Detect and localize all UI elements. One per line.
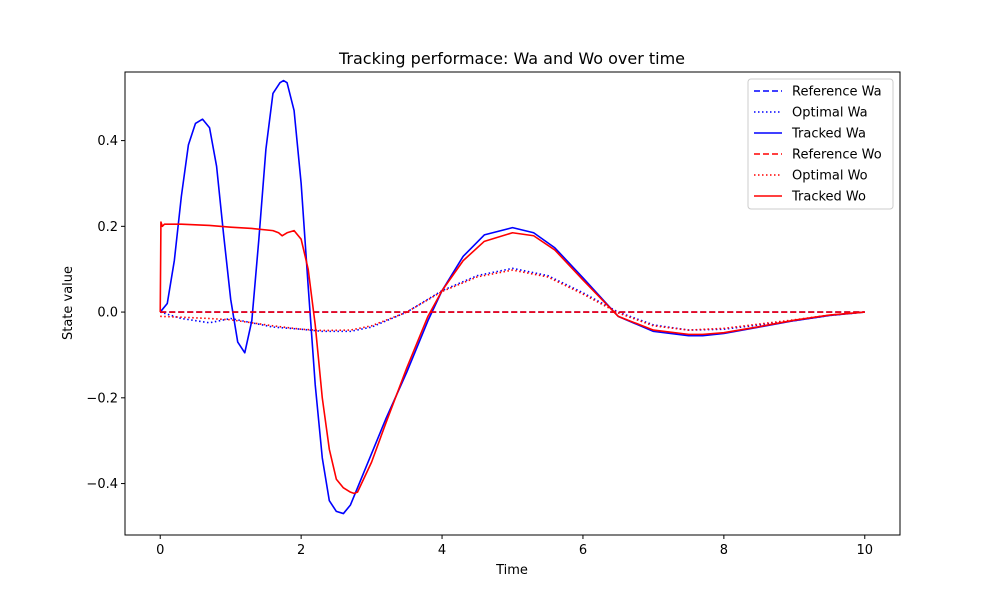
legend-frame	[747, 78, 894, 210]
x-tick-label: 8	[720, 543, 728, 558]
y-tick-label: 0.4	[97, 134, 118, 149]
legend: Reference Wa Optimal Wa Tracked Wa Referenc…	[747, 78, 894, 210]
series-optimal-wa	[159, 267, 865, 333]
legend-label: Reference Wo	[792, 148, 882, 163]
x-axis: 0 2 4 6 8 10	[156, 535, 873, 558]
legend-label: Tracked Wo	[791, 190, 866, 205]
y-axis-label: State value	[61, 266, 76, 340]
plot-area	[124, 71, 901, 536]
y-axis: −0.4 −0.2 0.0 0.2 0.4	[86, 134, 125, 492]
y-tick-label: 0.0	[97, 306, 118, 321]
series-layer	[159, 79, 865, 515]
x-tick-label: 0	[156, 543, 164, 558]
x-tick-label: 10	[856, 543, 873, 558]
series-tracked-wo	[159, 221, 865, 495]
y-tick-label: −0.2	[86, 391, 118, 406]
legend-label: Tracked Wa	[791, 127, 866, 142]
legend-label: Optimal Wa	[792, 106, 868, 121]
series-optimal-wo	[160, 269, 865, 332]
plot-frame	[124, 71, 901, 536]
legend-label: Reference Wa	[792, 85, 882, 100]
x-tick-label: 2	[297, 543, 305, 558]
legend-label: Optimal Wo	[792, 169, 868, 184]
x-tick-label: 6	[579, 543, 587, 558]
y-tick-label: 0.2	[97, 220, 118, 235]
x-tick-label: 4	[438, 543, 446, 558]
chart-title: Tracking performace: Wa and Wo over time	[338, 49, 685, 68]
x-axis-label: Time	[495, 563, 528, 578]
y-tick-label: −0.4	[86, 477, 118, 492]
